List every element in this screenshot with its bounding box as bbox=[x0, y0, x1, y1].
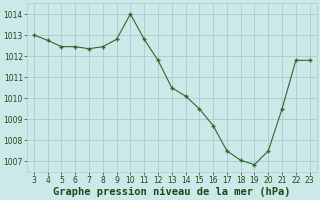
X-axis label: Graphe pression niveau de la mer (hPa): Graphe pression niveau de la mer (hPa) bbox=[53, 186, 291, 197]
